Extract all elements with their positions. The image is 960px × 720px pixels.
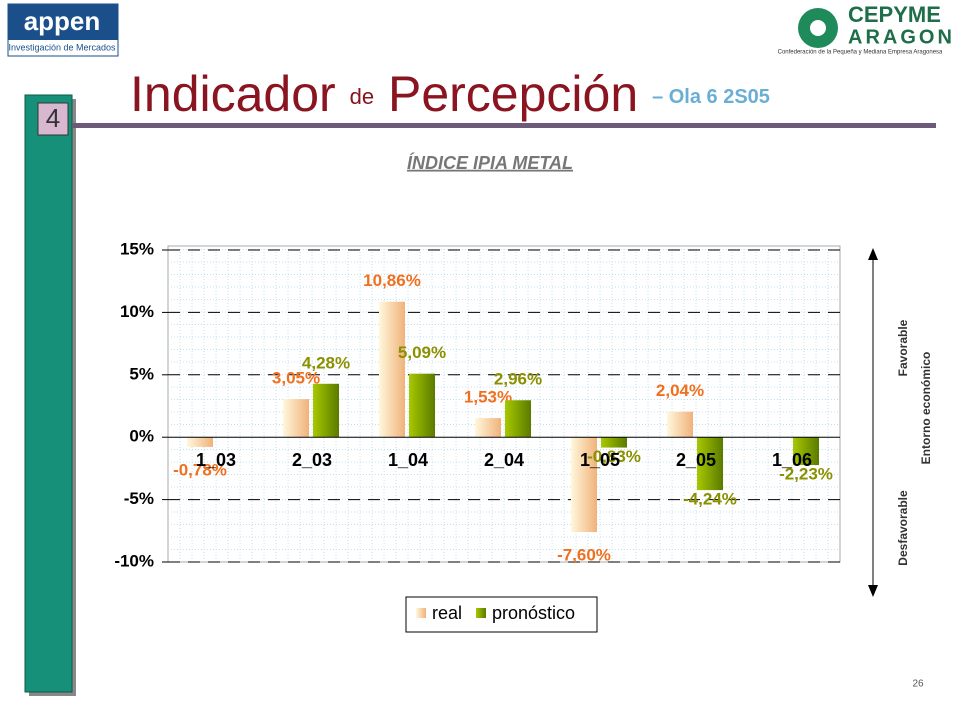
bar xyxy=(505,400,531,438)
title-part: Percepción xyxy=(388,66,638,122)
value-label: -4,24% xyxy=(683,490,737,509)
value-label: -0,78% xyxy=(173,460,227,479)
bar xyxy=(313,383,339,438)
bar xyxy=(601,437,627,448)
side-axis: Entorno económico xyxy=(919,352,933,465)
value-label: 5,09% xyxy=(398,343,446,362)
logo-right-sub: Confederación de la Pequeña y Mediana Em… xyxy=(778,50,943,56)
page-number: 26 xyxy=(912,679,924,690)
y-tick-label: 0% xyxy=(129,427,154,446)
y-tick-label: -10% xyxy=(114,551,154,570)
x-tick-label: 1_06 xyxy=(772,450,812,470)
bar xyxy=(379,301,405,438)
legend xyxy=(405,596,598,633)
bar xyxy=(475,418,501,438)
logo-left-bg xyxy=(8,4,118,40)
bar xyxy=(283,399,309,438)
legend-label: pronóstico xyxy=(492,603,575,623)
bar xyxy=(697,437,723,491)
bar xyxy=(409,373,435,438)
value-label: 10,86% xyxy=(363,271,421,290)
section-box xyxy=(37,102,69,136)
title: Indicador de Percepción – Ola 6 2S05 xyxy=(130,66,770,122)
logo-right-icon-inner xyxy=(810,20,826,36)
title-part: – Ola 6 2S05 xyxy=(652,86,770,108)
bar xyxy=(187,437,213,447)
value-label: 4,28% xyxy=(302,353,350,372)
x-tick-label: 1_03 xyxy=(196,450,236,470)
value-label: -7,60% xyxy=(557,546,611,565)
title-rule xyxy=(72,123,936,128)
side-top: Favorable xyxy=(896,319,910,376)
logo-left-sub: Investigación de Mercados xyxy=(8,42,116,52)
legend-swatch xyxy=(476,608,486,618)
title-part: de xyxy=(350,84,374,109)
y-tick-label: 15% xyxy=(120,239,154,258)
y-tick-label: 10% xyxy=(120,302,154,321)
chart-title: ÍNDICE IPIA METAL xyxy=(407,152,573,173)
section-number: 4 xyxy=(46,103,60,133)
y-tick-label: 5% xyxy=(129,364,154,383)
bar xyxy=(667,411,693,438)
x-tick-label: 2_04 xyxy=(484,450,524,470)
value-label: 3,05% xyxy=(272,369,320,388)
sidebar xyxy=(24,94,73,693)
logo-left: appen xyxy=(24,6,101,36)
logo-right: CEPYME xyxy=(848,2,941,27)
value-label: 1,53% xyxy=(464,388,512,407)
value-label: -0,83% xyxy=(587,447,641,466)
x-tick-label: 2_03 xyxy=(292,450,332,470)
title-part: Indicador xyxy=(130,66,336,122)
side-bottom: Desfavorable xyxy=(896,490,910,566)
y-tick-label: -5% xyxy=(124,489,154,508)
bar xyxy=(793,437,819,466)
bar xyxy=(571,437,597,533)
x-tick-label: 1_04 xyxy=(388,450,428,470)
value-label: 2,04% xyxy=(656,381,704,400)
legend-swatch xyxy=(416,608,426,618)
x-tick-label: 2_05 xyxy=(676,450,716,470)
value-label: 2,96% xyxy=(494,370,542,389)
logo-right-2: ARAGON xyxy=(848,26,955,48)
plot-area xyxy=(167,245,841,563)
value-label: -2,23% xyxy=(779,465,833,484)
x-tick-label: 1_05 xyxy=(580,450,620,470)
legend-label: real xyxy=(432,603,462,623)
